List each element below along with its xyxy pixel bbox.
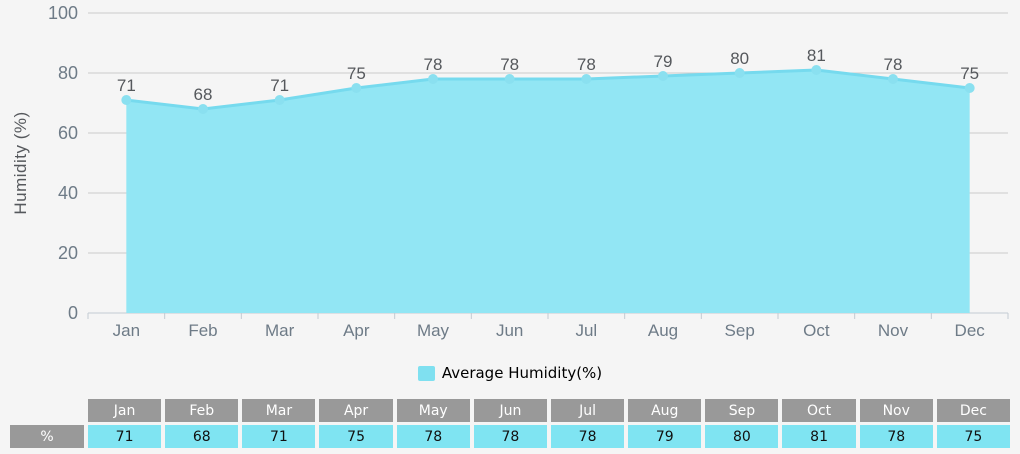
y-tick-label: 20 <box>58 243 78 263</box>
x-tick-label-feb: Feb <box>188 321 217 340</box>
data-label: 81 <box>807 46 826 65</box>
data-point-aug[interactable] <box>658 71 668 81</box>
table-header-dec: Dec <box>936 399 1010 422</box>
humidity-data-table: Jan Feb Mar Apr May Jun Jul Aug Sep Oct Nov Dec% 71 6… <box>10 399 1010 448</box>
x-tick-label-oct: Oct <box>803 321 830 340</box>
table-header-jul: Jul <box>550 399 625 422</box>
data-point-jan[interactable] <box>121 95 132 105</box>
x-tick-label-aug: Aug <box>648 321 678 340</box>
data-point-may[interactable] <box>428 74 438 84</box>
data-label: 78 <box>500 55 519 74</box>
table-value-jun: 78 <box>473 425 547 448</box>
table-value-feb: 68 <box>165 425 239 448</box>
legend-label: Average Humidity(%) <box>441 364 603 382</box>
data-label: 78 <box>884 55 903 74</box>
table-header-may: May <box>396 399 470 422</box>
table-value-jan: 71 <box>88 425 162 448</box>
table-value-apr: 75 <box>319 425 393 448</box>
table-header-sep: Sep <box>705 399 779 422</box>
data-point-nov[interactable] <box>888 74 898 84</box>
data-label: 79 <box>654 52 673 71</box>
humidity-area-chart: 0 20 40 60 80 100 71 68 71 75 78 78 78 79 80 81 78 75 Jan F… <box>48 3 1009 340</box>
table-value-oct: 81 <box>782 425 856 448</box>
y-tick-label: 0 <box>68 303 78 323</box>
table-corner-cell <box>10 399 84 422</box>
table-value-sep: 80 <box>705 425 779 448</box>
table-value-aug: 79 <box>628 425 702 448</box>
data-point-sep[interactable] <box>734 68 745 78</box>
data-label: 78 <box>424 55 443 74</box>
data-point-feb[interactable] <box>198 104 208 114</box>
data-label: 78 <box>577 55 596 74</box>
y-tick-label: 100 <box>48 3 78 23</box>
table-header-nov: Nov <box>859 399 933 422</box>
data-point-jul[interactable] <box>581 74 592 84</box>
x-tick-label-mar: Mar <box>265 321 295 340</box>
y-axis-title: Humidity (%) <box>11 111 30 215</box>
legend-swatch-icon <box>417 365 435 381</box>
x-tick-label-nov: Nov <box>878 321 909 340</box>
table-header-oct: Oct <box>782 399 856 422</box>
table-value-nov: 78 <box>859 425 933 448</box>
table-value-mar: 71 <box>242 425 316 448</box>
data-label: 68 <box>194 85 213 104</box>
table-header-apr: Apr <box>319 399 393 422</box>
data-point-dec[interactable] <box>964 83 975 93</box>
data-point-oct[interactable] <box>811 65 822 75</box>
data-label: 75 <box>347 64 366 83</box>
y-tick-label: 80 <box>58 63 78 83</box>
humidity-area-fill <box>126 70 970 313</box>
data-point-mar[interactable] <box>274 95 285 105</box>
data-label: 71 <box>270 76 289 95</box>
x-tick-label-jun: Jun <box>496 321 523 340</box>
y-tick-label: 60 <box>58 123 78 143</box>
x-tick-label-sep: Sep <box>725 321 755 340</box>
x-tick-label-dec: Dec <box>955 321 986 340</box>
data-label: 80 <box>730 49 749 68</box>
x-tick-label-jan: Jan <box>113 321 140 340</box>
table-row-label-percent: % <box>10 425 84 448</box>
x-tick-label-jul: Jul <box>575 321 597 340</box>
table-value-may: 78 <box>396 425 470 448</box>
table-header-jun: Jun <box>473 399 547 422</box>
y-tick-label: 40 <box>58 183 78 203</box>
legend-item-average-humidity[interactable]: Average Humidity(%) <box>0 364 1020 382</box>
data-point-apr[interactable] <box>351 83 362 93</box>
x-tick-label-may: May <box>417 321 450 340</box>
table-header-jan: Jan <box>88 399 162 422</box>
data-label: 71 <box>117 76 136 95</box>
table-header-mar: Mar <box>242 399 316 422</box>
table-value-dec: 75 <box>936 425 1010 448</box>
humidity-line <box>124 68 972 111</box>
table-header-aug: Aug <box>628 399 702 422</box>
table-value-jul: 78 <box>550 425 625 448</box>
data-label: 75 <box>960 64 979 83</box>
table-header-feb: Feb <box>165 399 239 422</box>
data-point-jun[interactable] <box>504 74 515 84</box>
x-tick-label-apr: Apr <box>343 321 370 340</box>
